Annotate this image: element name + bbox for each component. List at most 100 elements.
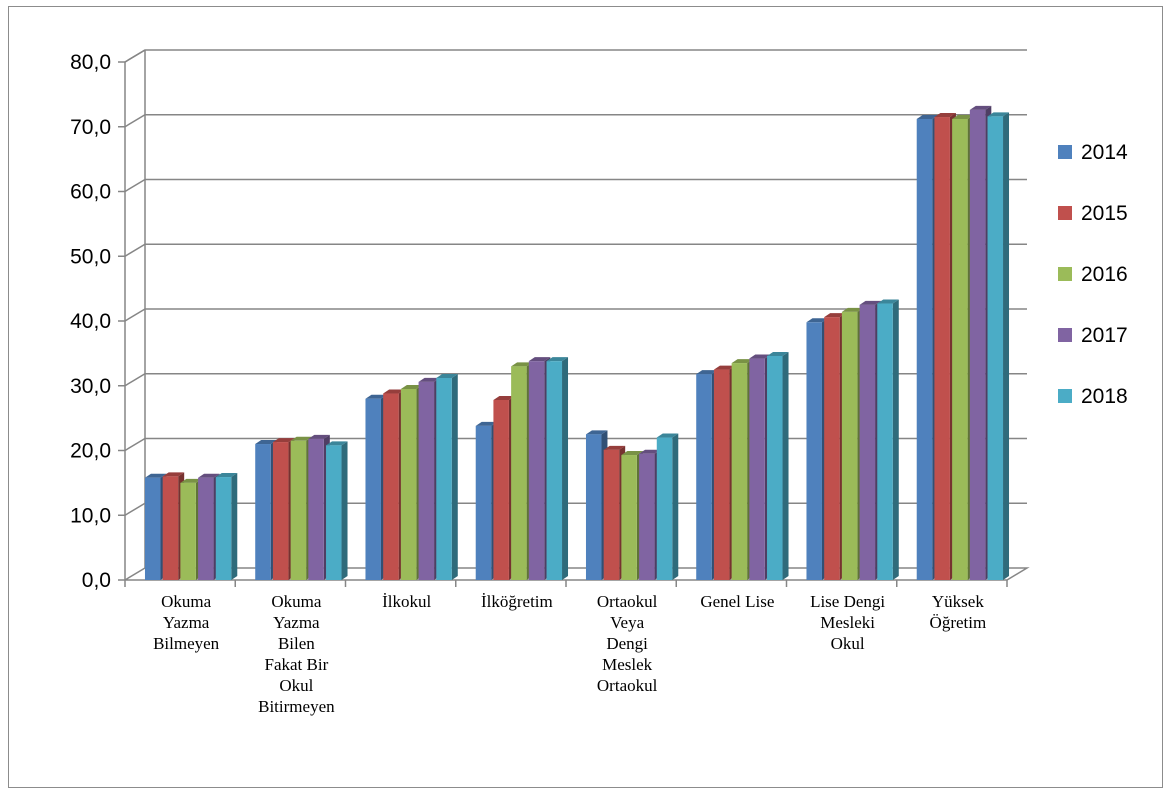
bar-top [585,430,608,435]
x-category-label: İlkokul [382,592,431,611]
bar-top [969,105,992,110]
x-category-label-line: Okul [279,676,313,695]
x-category-label-line: Ortaokul [597,592,658,611]
bar-front [198,477,214,580]
bar-front [162,476,179,580]
gridline [124,49,1027,63]
x-category-label: Yüksek Öğretim [930,592,987,632]
bar-side [341,441,348,580]
bar-front [696,374,712,580]
bar-front [731,363,748,580]
bar-front [180,482,196,580]
bar-front [987,116,1004,580]
bar-top [255,440,277,445]
legend-label: 2017 [1081,324,1128,347]
x-category-label-line: Yazma [163,613,210,632]
bar [215,473,238,580]
bar-top [180,478,202,483]
floor [124,567,1030,581]
y-tick-label: 80,0 [70,51,111,74]
x-category-label-line: Bilmeyen [153,634,220,653]
bar-top [824,313,846,318]
x-category-label-line: İlköğretim [481,592,553,611]
y-tick-label: 40,0 [70,310,111,333]
x-category-label-line: Genel Lise [700,592,774,611]
bar-front [418,381,435,580]
bar-front [969,109,986,580]
x-axis-categories: Okuma Yazma Bilmeyen Okuma Yazma Bilen Fakat B… [153,592,986,716]
x-category-label-line: Okuma [271,592,322,611]
x-category-label: Okuma Yazma Bilmeyen [153,592,220,653]
bar [877,299,899,580]
y-tick-label: 10,0 [70,504,111,527]
bar-top [162,472,185,477]
bar-front [621,455,637,580]
bar-front [255,444,271,580]
bar-top [198,473,220,478]
bar-front [383,393,399,580]
bar-top [528,357,551,362]
bar [546,357,569,580]
bar-front [585,434,602,580]
bar-top [215,473,238,478]
bar-side [1003,112,1010,580]
x-category-label-line: Yazma [273,613,320,632]
bar-front [824,317,840,580]
legend-label: 2018 [1081,385,1128,408]
bar-top [511,362,533,367]
x-category-label: Genel Lise [700,592,774,611]
bar-front [877,303,893,580]
bar-top [436,373,458,378]
bar-front [400,388,417,580]
x-category-label-line: Dengi [606,634,648,653]
x-category-label-line: Fakat Bir [265,655,329,674]
legend-label: 2014 [1081,141,1128,164]
y-tick-label: 0,0 [82,569,111,592]
x-category-label-line: Meslek [602,655,653,674]
bar [436,373,458,580]
bar-top [696,370,718,375]
bar-front [290,440,307,580]
legend-swatch [1058,145,1072,159]
legend-swatch [1058,267,1072,281]
bar-top [859,300,882,305]
bar [326,441,348,580]
x-category-label-line: Okul [831,634,865,653]
bar-top [308,434,330,439]
bar-front [639,453,655,580]
bar-top [639,449,661,454]
gridline [124,114,1027,128]
bar [656,433,679,580]
x-category-label-line: Veya [610,613,644,632]
bar-front [272,442,289,580]
bar-front [859,304,876,580]
bar-top [475,421,498,426]
bar-top [806,318,828,323]
bar-front [308,438,324,580]
legend-item: 2016 [1058,263,1128,286]
bar-top [400,384,423,389]
legend-item: 2015 [1058,202,1128,225]
x-category-label-line: Bitirmeyen [258,697,335,716]
x-category-label-line: Öğretim [930,613,987,632]
bar-front [952,118,968,580]
bars [144,105,1010,580]
bar-top [987,112,1010,117]
x-category-label-line: Okuma [161,592,212,611]
legend-swatch [1058,206,1072,220]
y-tick-label: 30,0 [70,375,111,398]
bar-side [892,299,899,580]
bar-top [749,354,771,359]
bar-front [365,398,381,580]
bar-front [603,449,620,580]
bar-side [231,473,238,580]
bar-front [916,118,933,580]
legend-label: 2016 [1081,263,1128,286]
bar-side [782,351,789,580]
bar-front [656,437,673,580]
x-category-label: Okuma Yazma Bilen Fakat Bir Okul Bitirmeyen [258,592,335,716]
bar-top [656,433,679,438]
gridline [124,178,1027,193]
bar-front [511,366,527,580]
legend-item: 2017 [1058,324,1128,347]
